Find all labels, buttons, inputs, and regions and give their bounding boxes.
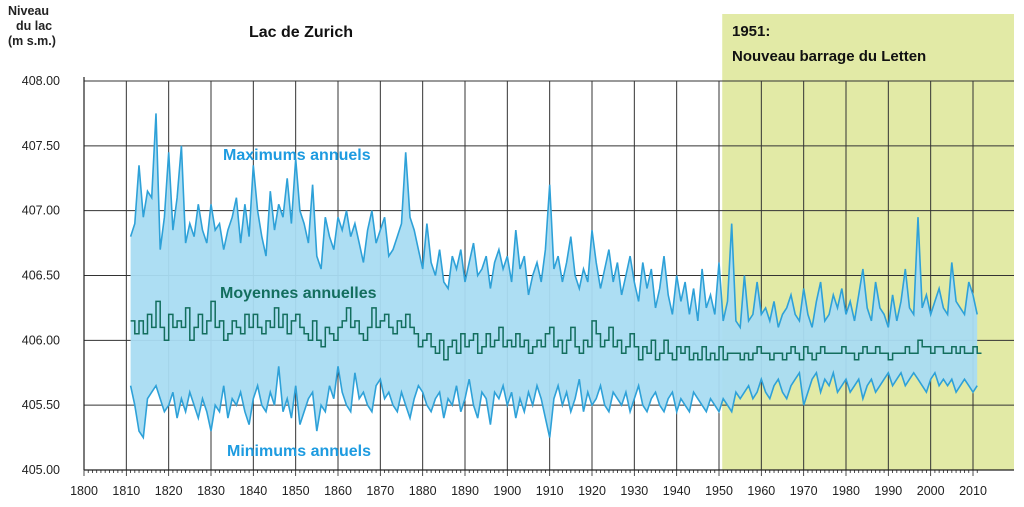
x-tick-label: 2000	[917, 484, 945, 498]
y-tick-label: 406.00	[22, 333, 60, 347]
x-tick-label: 1900	[493, 484, 521, 498]
x-tick-label: 1870	[366, 484, 394, 498]
y-tick-label: 405.50	[22, 398, 60, 412]
annotation-line-1: 1951:	[732, 23, 770, 40]
x-tick-label: 1820	[155, 484, 183, 498]
y-tick-label: 407.00	[22, 204, 60, 218]
y-tick-label: 405.00	[22, 463, 60, 477]
x-tick-label: 1840	[239, 484, 267, 498]
band-fill	[130, 113, 978, 438]
series-line-moyennes	[130, 300, 982, 361]
annotation-region	[722, 14, 1014, 470]
x-tick-label: 1860	[324, 484, 352, 498]
x-tick-label: 1830	[197, 484, 225, 498]
series-label-maximums: Maximums annuels	[223, 147, 371, 164]
x-tick-label: 1950	[705, 484, 733, 498]
series-line-minimums	[129, 366, 978, 440]
chart-title: Lac de Zurich	[249, 24, 353, 41]
series-lines	[129, 113, 982, 440]
y-axis-label-line-3: (m s.m.)	[8, 34, 56, 48]
x-tick-label: 1940	[663, 484, 691, 498]
y-tick-label: 406.50	[22, 269, 60, 283]
x-tick-label: 1880	[409, 484, 437, 498]
x-tick-label: 1850	[282, 484, 310, 498]
x-tick-label: 1990	[874, 484, 902, 498]
x-tick-label: 1910	[536, 484, 564, 498]
x-tick-label: 1980	[832, 484, 860, 498]
x-tick-label: 1810	[112, 484, 140, 498]
min-max-band	[130, 113, 978, 438]
y-tick-label: 408.00	[22, 74, 60, 88]
x-tick-label: 1890	[451, 484, 479, 498]
x-tick-label: 1930	[620, 484, 648, 498]
x-tick-label: 1920	[578, 484, 606, 498]
annotation-background	[722, 14, 1014, 470]
x-tick-label: 1960	[747, 484, 775, 498]
y-tick-labels: 405.00 405.50 406.00 406.50 407.00 407.50 408.…	[22, 74, 60, 477]
y-tick-label: 407.50	[22, 139, 60, 153]
x-tick-label: 1970	[790, 484, 818, 498]
x-tick-label: 2010	[959, 484, 987, 498]
y-axis-label-line-2: du lac	[16, 19, 52, 33]
series-line-maximums	[129, 113, 978, 330]
x-tick-labels: 1800 1810 1820 1830 1840 1850 1860 1870 1880 1890…	[70, 484, 987, 498]
x-tick-label: 1800	[70, 484, 98, 498]
series-label-moyennes: Moyennes annuelles	[220, 285, 377, 302]
y-axis-label-line-1: Niveau	[8, 4, 49, 18]
series-label-minimums: Minimums annuels	[227, 443, 371, 460]
axes	[83, 77, 1014, 476]
annotation-line-2: Nouveau barrage du Letten	[732, 48, 926, 65]
